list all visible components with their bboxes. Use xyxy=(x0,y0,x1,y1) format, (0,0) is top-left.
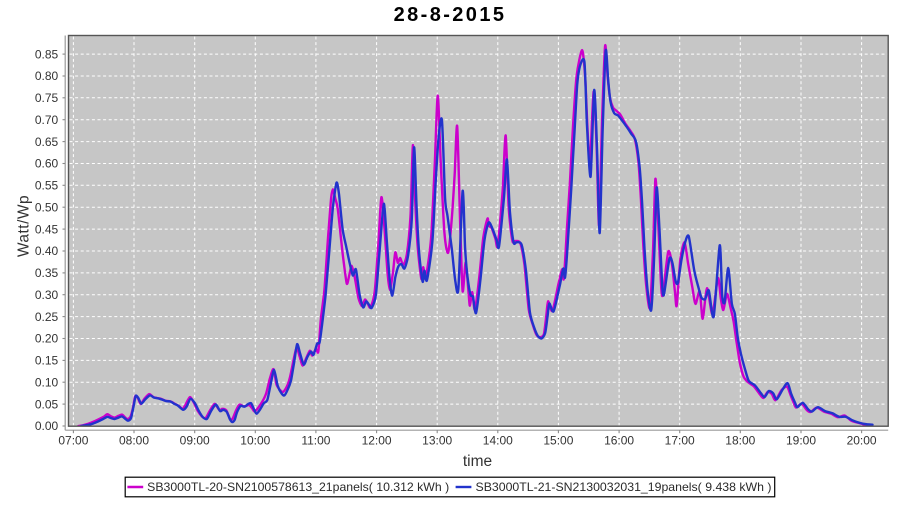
svg-text:0.05: 0.05 xyxy=(35,397,59,411)
svg-text:0.45: 0.45 xyxy=(35,222,59,236)
svg-text:07:00: 07:00 xyxy=(58,434,88,448)
svg-text:0.85: 0.85 xyxy=(35,47,59,61)
svg-text:0.35: 0.35 xyxy=(35,266,59,280)
svg-text:0.30: 0.30 xyxy=(35,288,59,302)
svg-text:0.10: 0.10 xyxy=(35,375,59,389)
svg-text:time: time xyxy=(463,453,492,470)
svg-text:0.00: 0.00 xyxy=(35,419,59,433)
svg-text:20:00: 20:00 xyxy=(847,434,877,448)
svg-text:0.75: 0.75 xyxy=(35,91,59,105)
svg-text:0.15: 0.15 xyxy=(35,354,59,368)
svg-text:0.65: 0.65 xyxy=(35,135,59,149)
svg-text:0.50: 0.50 xyxy=(35,200,59,214)
svg-text:0.70: 0.70 xyxy=(35,113,59,127)
svg-text:0.20: 0.20 xyxy=(35,332,59,346)
svg-text:0.60: 0.60 xyxy=(35,157,59,171)
svg-text:10:00: 10:00 xyxy=(240,434,270,448)
svg-text:17:00: 17:00 xyxy=(665,434,695,448)
svg-text:13:00: 13:00 xyxy=(422,434,452,448)
svg-text:14:00: 14:00 xyxy=(483,434,513,448)
svg-text:0.55: 0.55 xyxy=(35,179,59,193)
svg-text:09:00: 09:00 xyxy=(180,434,210,448)
svg-text:0.40: 0.40 xyxy=(35,244,59,258)
svg-text:15:00: 15:00 xyxy=(543,434,573,448)
svg-text:18:00: 18:00 xyxy=(725,434,755,448)
svg-text:16:00: 16:00 xyxy=(604,434,634,448)
svg-text:0.25: 0.25 xyxy=(35,310,59,324)
svg-text:28-8-2015: 28-8-2015 xyxy=(394,4,507,26)
svg-text:12:00: 12:00 xyxy=(362,434,392,448)
svg-text:08:00: 08:00 xyxy=(119,434,149,448)
svg-text:SB3000TL-21-SN2130032031_19pan: SB3000TL-21-SN2130032031_19panels( 9.438… xyxy=(476,480,772,494)
svg-text:Watt/Wp: Watt/Wp xyxy=(16,195,33,257)
svg-text:0.80: 0.80 xyxy=(35,69,59,83)
svg-text:SB3000TL-20-SN2100578613_21pan: SB3000TL-20-SN2100578613_21panels( 10.31… xyxy=(147,480,449,494)
svg-text:19:00: 19:00 xyxy=(786,434,816,448)
svg-text:11:00: 11:00 xyxy=(301,434,330,448)
